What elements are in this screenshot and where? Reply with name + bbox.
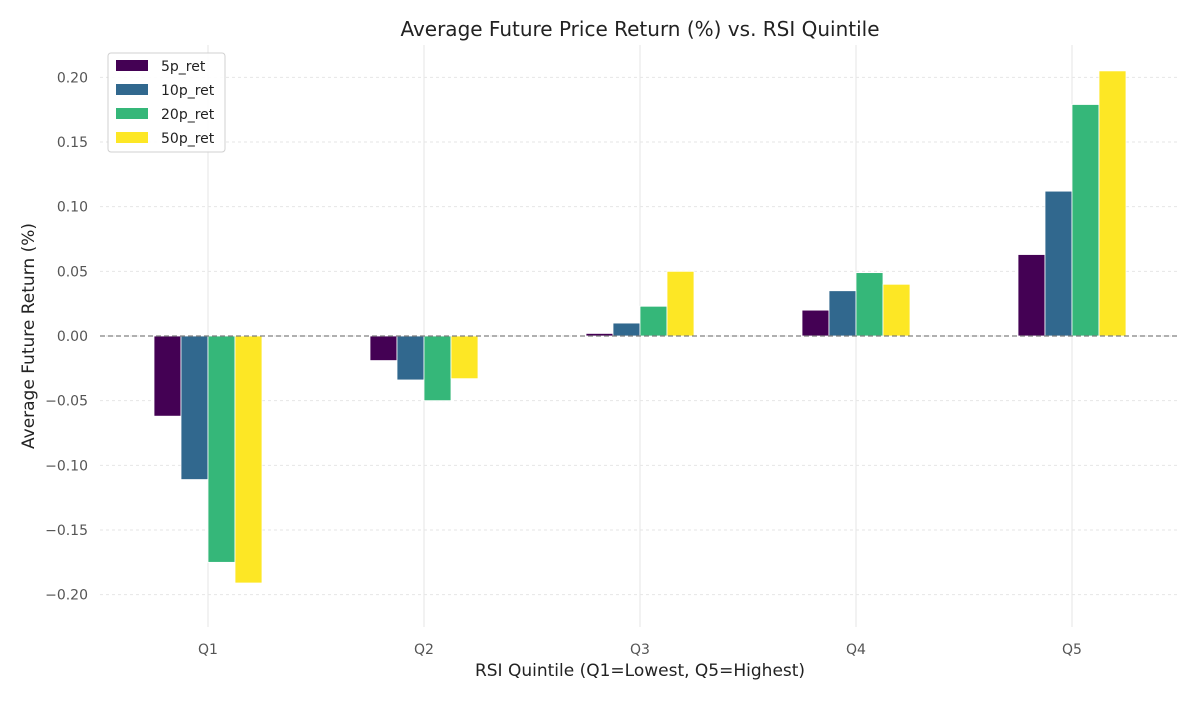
y-axis-title: Average Future Return (%) bbox=[19, 223, 39, 449]
bar-50p_ret-Q4 bbox=[882, 283, 911, 337]
y-tick-label: 0.20 bbox=[57, 70, 88, 86]
bar-10p_ret-Q4 bbox=[828, 290, 857, 337]
bar-5p_ret-Q1 bbox=[153, 335, 182, 417]
y-tick-label: −0.10 bbox=[45, 458, 88, 474]
bar-20p_ret-Q5 bbox=[1071, 104, 1100, 337]
bar-20p_ret-Q4 bbox=[855, 272, 884, 337]
legend-swatch bbox=[116, 108, 148, 119]
bar-5p_ret-Q4 bbox=[801, 309, 830, 337]
legend-swatch bbox=[116, 84, 148, 95]
bar-20p_ret-Q1 bbox=[207, 335, 236, 563]
legend-label: 5p_ret bbox=[161, 59, 206, 75]
bar-20p_ret-Q2 bbox=[423, 335, 452, 402]
bar-20p_ret-Q3 bbox=[639, 305, 668, 337]
x-tick-label: Q3 bbox=[630, 642, 650, 658]
legend-swatch bbox=[116, 60, 148, 71]
bar-10p_ret-Q3 bbox=[612, 322, 641, 337]
legend-frame bbox=[107, 52, 226, 153]
legend-label: 20p_ret bbox=[161, 107, 215, 123]
legend-swatch bbox=[116, 132, 148, 143]
x-tick-label: Q4 bbox=[846, 642, 866, 658]
bar-5p_ret-Q2 bbox=[369, 335, 398, 361]
x-tick-label: Q2 bbox=[414, 642, 434, 658]
bars-layer bbox=[153, 70, 1127, 584]
legend-label: 50p_ret bbox=[161, 131, 215, 147]
x-tick-label: Q5 bbox=[1062, 642, 1082, 658]
y-tick-label: 0.10 bbox=[57, 200, 88, 216]
legend-label: 10p_ret bbox=[161, 83, 215, 99]
y-tick-label: 0.15 bbox=[57, 135, 88, 151]
bar-50p_ret-Q1 bbox=[234, 335, 263, 584]
bar-10p_ret-Q1 bbox=[180, 335, 209, 480]
bar-10p_ret-Q5 bbox=[1044, 190, 1073, 337]
bar-50p_ret-Q5 bbox=[1098, 70, 1127, 337]
bar-50p_ret-Q2 bbox=[450, 335, 479, 380]
y-tick-label: 0.05 bbox=[57, 264, 88, 280]
legend-items: 5p_ret 10p_ret 20p_ret 50p_ret bbox=[116, 59, 215, 147]
tick-labels-layer: 0.20 0.15 0.10 0.05 0.00 −0.05 −0.10 −0.15 −0.20… bbox=[45, 70, 1082, 658]
x-axis-title: RSI Quintile (Q1=Lowest, Q5=Highest) bbox=[475, 661, 805, 681]
chart-title: Average Future Price Return (%) vs. RSI … bbox=[400, 17, 879, 41]
bar-5p_ret-Q5 bbox=[1017, 254, 1046, 337]
y-tick-label: −0.20 bbox=[45, 588, 88, 604]
x-tick-label: Q1 bbox=[198, 642, 218, 658]
y-tick-label: −0.15 bbox=[45, 523, 88, 539]
y-tick-label: 0.00 bbox=[57, 329, 88, 345]
y-tick-label: −0.05 bbox=[45, 394, 88, 410]
bar-50p_ret-Q3 bbox=[666, 270, 695, 337]
legend: 5p_ret 10p_ret 20p_ret 50p_ret bbox=[107, 52, 226, 153]
bar-10p_ret-Q2 bbox=[396, 335, 425, 381]
